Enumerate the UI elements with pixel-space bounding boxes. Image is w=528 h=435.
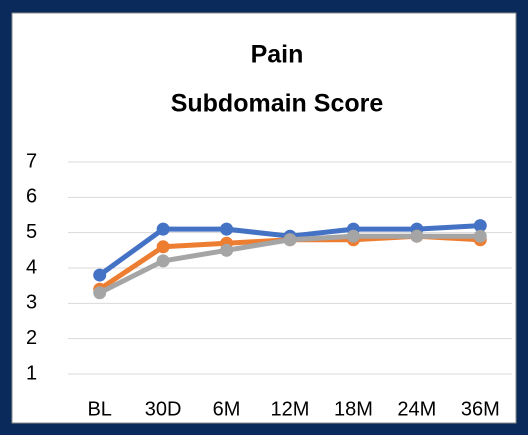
chart-title: Subdomain Score (171, 90, 384, 118)
y-tick-label: 2 (26, 327, 37, 349)
x-tick-label: 24M (397, 398, 436, 420)
y-tick-label: 3 (26, 292, 37, 314)
data-point (93, 268, 107, 282)
x-tick-label: 12M (271, 398, 310, 420)
data-point (473, 219, 487, 233)
y-tick-label: 1 (26, 362, 37, 384)
data-point (220, 222, 234, 236)
data-point (473, 229, 487, 243)
data-point (410, 229, 424, 243)
data-point (346, 229, 360, 243)
x-tick-label: 18M (334, 398, 373, 420)
x-tick-label: 30D (145, 398, 182, 420)
y-tick-label: 5 (26, 221, 37, 243)
data-point (156, 222, 170, 236)
data-point (283, 233, 297, 247)
data-point (156, 254, 170, 268)
x-tick-label: 6M (213, 398, 241, 420)
y-tick-label: 7 (26, 150, 37, 172)
y-tick-label: 4 (26, 256, 37, 278)
y-tick-label: 6 (26, 186, 37, 208)
data-point (220, 243, 234, 257)
data-point (156, 240, 170, 254)
chart-title: Pain (251, 41, 304, 69)
x-tick-label: 36M (461, 398, 500, 420)
chart-area (11, 12, 517, 424)
x-tick-label: BL (87, 398, 111, 420)
data-point (93, 286, 107, 300)
